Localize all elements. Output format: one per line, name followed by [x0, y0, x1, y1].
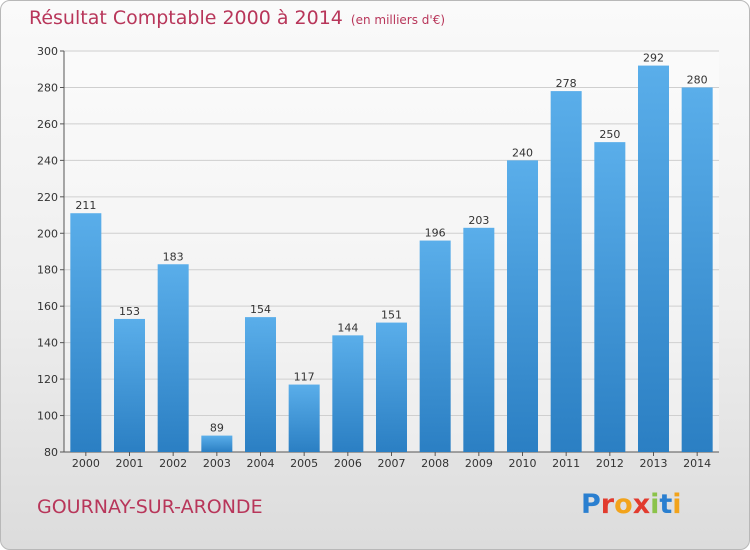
y-tick-label: 240: [37, 154, 58, 167]
bar: [332, 335, 364, 452]
bar-value-label: 203: [468, 214, 489, 227]
logo-letter: i: [650, 489, 660, 520]
x-tick-label: 2010: [509, 457, 537, 470]
bar-value-label: 240: [512, 146, 533, 159]
bar: [550, 91, 582, 452]
x-tick-label: 2013: [640, 457, 668, 470]
y-tick-label: 140: [37, 337, 58, 350]
y-tick-label: 200: [37, 227, 58, 240]
bar: [594, 142, 626, 453]
x-tick-label: 2012: [596, 457, 624, 470]
x-tick-label: 2008: [421, 457, 449, 470]
bar-value-label: 154: [250, 303, 271, 316]
y-tick-label: 100: [37, 410, 58, 423]
bar-value-label: 292: [643, 52, 664, 65]
bar: [376, 322, 407, 452]
y-tick-label: 120: [37, 373, 58, 386]
logo-letter: r: [600, 489, 615, 520]
bar-value-label: 280: [687, 73, 708, 86]
logo-letter: t: [659, 489, 673, 520]
bar-value-label: 89: [210, 422, 224, 435]
bar-value-label: 151: [381, 309, 402, 322]
bar: [463, 227, 495, 452]
bar-value-label: 183: [163, 250, 184, 263]
x-tick-label: 2003: [203, 457, 231, 470]
x-tick-label: 2011: [552, 457, 580, 470]
x-tick-label: 2014: [683, 457, 711, 470]
bar: [157, 264, 189, 452]
x-tick-label: 2005: [290, 457, 318, 470]
chart-title: Résultat Comptable 2000 à 2014 (en millie…: [29, 7, 445, 29]
y-tick-label: 300: [37, 45, 58, 58]
bar-value-label: 250: [599, 128, 620, 141]
bar: [70, 213, 102, 452]
bar-value-label: 278: [556, 77, 577, 90]
bar: [507, 160, 538, 452]
logo-letter: P: [581, 489, 601, 520]
x-tick-label: 2000: [72, 457, 100, 470]
x-tick-label: 2009: [465, 457, 493, 470]
x-tick-label: 2002: [159, 457, 187, 470]
chart-subtitle: (en milliers d'€): [350, 13, 446, 27]
commune-name: GOURNAY-SUR-ARONDE: [37, 496, 263, 518]
bar: [245, 317, 276, 452]
y-tick-label: 280: [37, 81, 58, 94]
bar-value-label: 196: [425, 227, 446, 240]
bar: [288, 384, 320, 452]
x-tick-label: 2004: [247, 457, 275, 470]
bar-value-label: 117: [294, 371, 315, 384]
bar: [419, 240, 451, 452]
bar: [638, 65, 669, 452]
y-tick-label: 260: [37, 118, 58, 131]
y-tick-label: 220: [37, 191, 58, 204]
bar-value-label: 211: [75, 199, 96, 212]
bar-value-label: 153: [119, 305, 140, 318]
logo-letter: o: [614, 489, 633, 520]
chart-title-text: Résultat Comptable 2000 à 2014: [29, 7, 343, 29]
y-tick-label: 160: [37, 300, 58, 313]
proxiti-logo: Proxiti: [581, 489, 682, 520]
bar: [681, 87, 713, 453]
bar: [114, 318, 145, 452]
x-tick-label: 2006: [334, 457, 362, 470]
x-tick-label: 2007: [378, 457, 406, 470]
logo-letter: i: [672, 489, 682, 520]
bar: [201, 435, 233, 452]
logo-letter: x: [632, 489, 651, 520]
x-tick-label: 2001: [116, 457, 144, 470]
y-tick-label: 180: [37, 264, 58, 277]
bar-value-label: 144: [337, 321, 358, 334]
y-tick-label: 80: [44, 446, 58, 459]
